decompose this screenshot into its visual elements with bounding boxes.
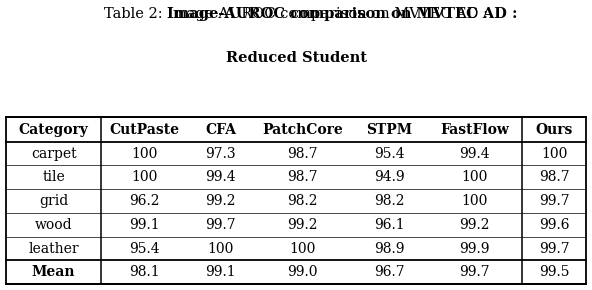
Text: grid: grid — [39, 194, 68, 208]
Text: 98.7: 98.7 — [287, 146, 318, 160]
Text: 96.2: 96.2 — [130, 194, 160, 208]
Text: 100: 100 — [131, 146, 158, 160]
Text: Ours: Ours — [536, 123, 573, 137]
Text: CutPaste: CutPaste — [110, 123, 180, 137]
Text: Mean: Mean — [32, 265, 75, 279]
Text: 98.2: 98.2 — [287, 194, 318, 208]
Text: tile: tile — [42, 170, 65, 184]
Text: 99.4: 99.4 — [459, 146, 490, 160]
Text: 99.2: 99.2 — [205, 194, 236, 208]
Text: 99.5: 99.5 — [539, 265, 570, 279]
Text: 99.1: 99.1 — [130, 218, 160, 232]
Text: 95.4: 95.4 — [130, 242, 160, 255]
Text: 98.7: 98.7 — [539, 170, 570, 184]
Text: 99.0: 99.0 — [287, 265, 318, 279]
Text: carpet: carpet — [31, 146, 76, 160]
Text: 99.7: 99.7 — [205, 218, 236, 232]
Text: FastFlow: FastFlow — [440, 123, 509, 137]
Text: 99.7: 99.7 — [459, 265, 490, 279]
Text: PatchCore: PatchCore — [262, 123, 343, 137]
Text: Image-AUROC comparison on MVTEC AD :: Image-AUROC comparison on MVTEC AD : — [168, 7, 518, 21]
Text: Reduced Student: Reduced Student — [226, 51, 366, 65]
Text: 100: 100 — [461, 170, 488, 184]
Text: 100: 100 — [131, 170, 158, 184]
Text: 95.4: 95.4 — [374, 146, 405, 160]
Text: 99.7: 99.7 — [539, 194, 570, 208]
Text: 99.2: 99.2 — [287, 218, 318, 232]
Text: wood: wood — [35, 218, 72, 232]
Text: 96.1: 96.1 — [374, 218, 405, 232]
Text: 98.9: 98.9 — [374, 242, 405, 255]
Text: 99.2: 99.2 — [459, 218, 490, 232]
Text: leather: leather — [28, 242, 79, 255]
Text: 99.6: 99.6 — [539, 218, 570, 232]
Text: STPM: STPM — [366, 123, 413, 137]
Text: 99.7: 99.7 — [539, 242, 570, 255]
Text: 98.2: 98.2 — [374, 194, 405, 208]
Text: 100: 100 — [207, 242, 234, 255]
Text: Category: Category — [18, 123, 89, 137]
Text: 100: 100 — [541, 146, 567, 160]
Text: 99.1: 99.1 — [205, 265, 236, 279]
Text: 97.3: 97.3 — [205, 146, 236, 160]
Text: CFA: CFA — [205, 123, 236, 137]
Text: 96.7: 96.7 — [374, 265, 405, 279]
Text: 100: 100 — [289, 242, 316, 255]
Text: 100: 100 — [461, 194, 488, 208]
Text: 94.9: 94.9 — [374, 170, 405, 184]
Text: Table 2: Image-AUROC comparison on MVTEC AD :: Table 2: Image-AUROC comparison on MVTEC… — [104, 7, 488, 21]
Text: 98.7: 98.7 — [287, 170, 318, 184]
Text: 99.9: 99.9 — [459, 242, 490, 255]
Text: 99.4: 99.4 — [205, 170, 236, 184]
Text: 98.1: 98.1 — [130, 265, 160, 279]
